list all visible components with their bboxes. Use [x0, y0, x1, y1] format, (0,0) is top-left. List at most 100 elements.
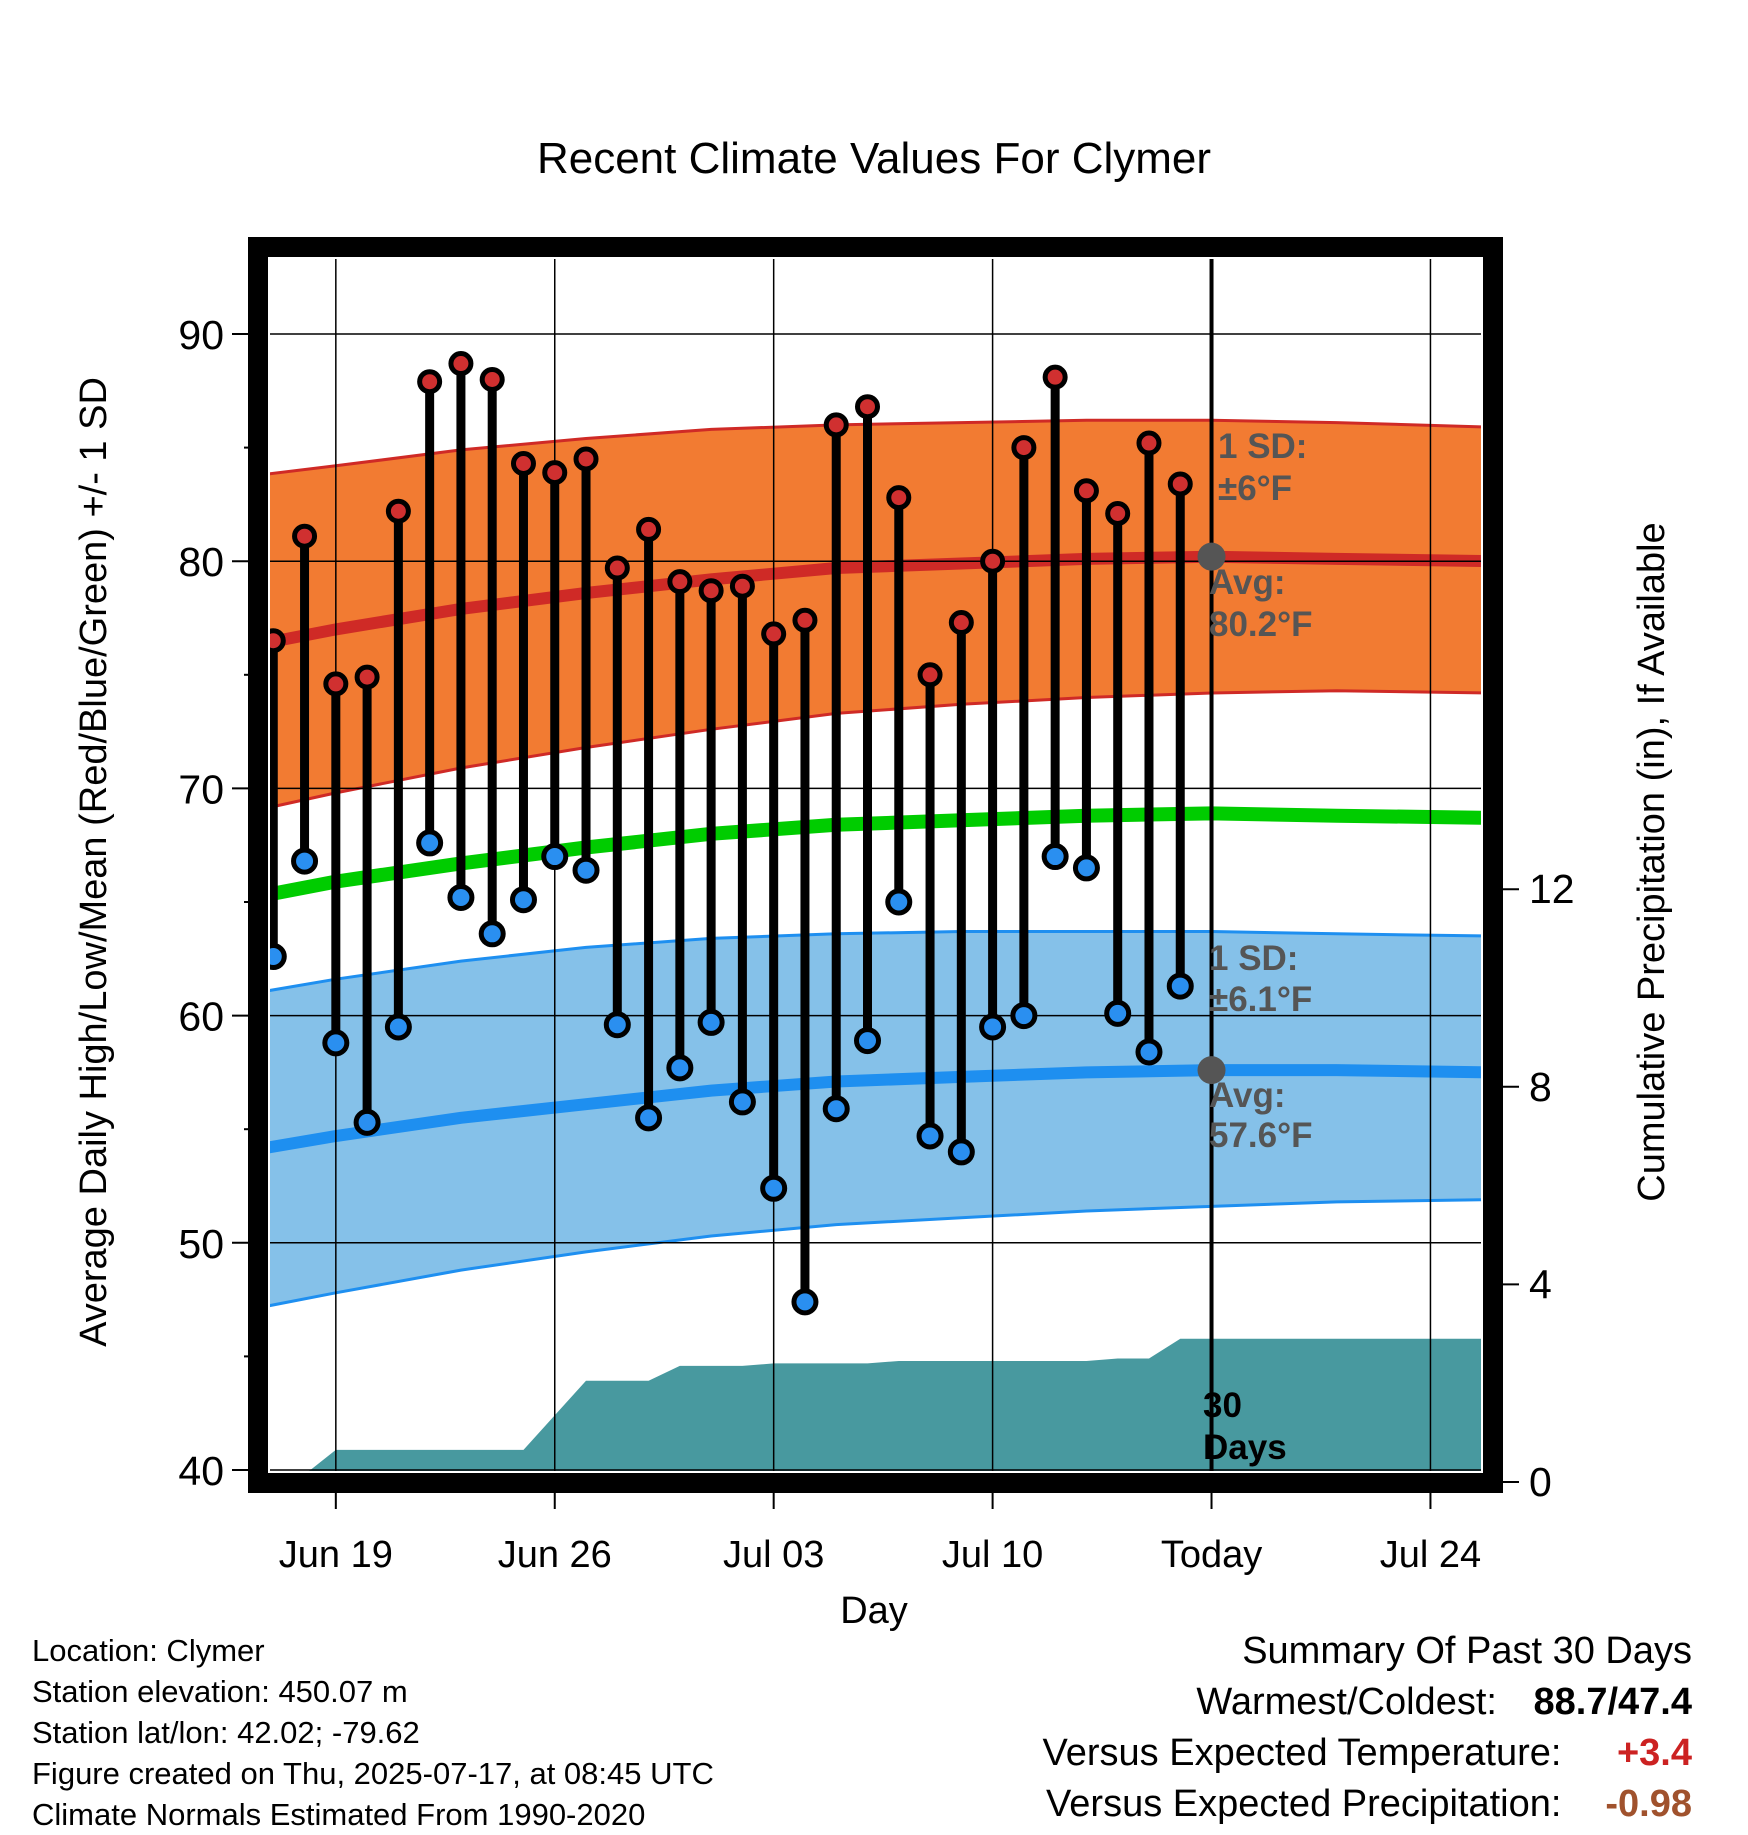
low-marker: [979, 1013, 1007, 1041]
normals-text: Climate Normals Estimated From 1990-2020: [32, 1797, 646, 1832]
low-marker: [635, 1104, 663, 1132]
high-avg-label: Avg:: [1209, 563, 1285, 602]
low-marker: [947, 1138, 975, 1166]
low-marker: [603, 1011, 631, 1039]
precip-value: -0.98: [1605, 1783, 1692, 1825]
low-marker: [322, 1029, 350, 1057]
high-marker: [1105, 500, 1131, 526]
low-marker: [791, 1288, 819, 1316]
high-marker: [917, 662, 943, 688]
x-tick-label: Jul 03: [723, 1534, 824, 1576]
low-marker: [1166, 972, 1194, 1000]
low-avg-value: 57.6°F: [1209, 1116, 1313, 1155]
high-marker: [573, 446, 599, 472]
high-marker: [667, 569, 693, 595]
low-marker: [854, 1027, 881, 1055]
high-marker: [886, 485, 912, 511]
high-marker: [823, 412, 849, 438]
high-marker: [1011, 435, 1037, 461]
high-marker: [479, 366, 505, 392]
low-marker: [916, 1122, 944, 1150]
low-marker: [666, 1054, 694, 1082]
precip-area: [309, 1338, 1481, 1471]
x-tick-label: Jul 10: [942, 1534, 1043, 1576]
summary-panel: Summary Of Past 30 Days Warmest/Coldest:…: [1043, 1626, 1692, 1830]
y-right-axis-title: Cumulative Precipitation (in), If Availa…: [1631, 522, 1673, 1201]
high-marker: [604, 555, 630, 581]
precip-row: Versus Expected Precipitation: -0.98: [1043, 1779, 1692, 1830]
low-marker: [822, 1095, 850, 1123]
low-marker: [447, 883, 475, 911]
high-marker: [1073, 478, 1099, 504]
low-marker: [1135, 1038, 1163, 1066]
y-right-tick-label: 12: [1529, 866, 1575, 912]
latlon-text: Station lat/lon: 42.02; -79.62: [32, 1715, 420, 1750]
y-left-tick-label: 50: [178, 1221, 224, 1267]
days-word-label: Days: [1203, 1428, 1287, 1467]
axes: 40 50 60 70 80 90 0 4 8 12 Jun 19 Jun 26 Jul 03 Jul 1…: [73, 237, 1673, 1632]
low-marker: [291, 847, 319, 875]
high-avg-value: 80.2°F: [1209, 605, 1313, 644]
high-marker: [729, 573, 755, 599]
location-text: Location: Clymer: [32, 1633, 265, 1668]
y-right-tick-label: 8: [1529, 1064, 1552, 1110]
chart-title: Recent Climate Values For Clymer: [537, 134, 1211, 183]
low-marker: [1041, 843, 1069, 871]
high-marker: [323, 671, 349, 697]
low-marker: [478, 920, 506, 948]
warm-cold-value: 88.7/47.4: [1533, 1681, 1692, 1723]
low-marker: [416, 829, 444, 857]
high-marker: [270, 628, 286, 654]
high-marker: [542, 460, 568, 486]
high-marker: [385, 498, 411, 524]
low-marker: [1010, 1002, 1038, 1030]
precip-label: Versus Expected Precipitation:: [1046, 1783, 1562, 1825]
high-marker: [636, 516, 662, 542]
high-marker: [980, 548, 1006, 574]
today-low-avg-dot: [1197, 1056, 1226, 1085]
x-tick-label: Jul 24: [1380, 1534, 1481, 1576]
low-marker: [728, 1088, 756, 1116]
x-tick-label: Jun 26: [498, 1534, 612, 1576]
high-marker: [1167, 471, 1193, 497]
high-marker: [510, 451, 536, 477]
low-marker: [509, 886, 537, 914]
y-left-tick-label: 90: [178, 312, 224, 358]
high-marker: [292, 523, 318, 549]
low-marker: [384, 1013, 412, 1041]
low-sd-label: 1 SD:: [1209, 939, 1298, 978]
high-marker: [1136, 430, 1162, 456]
high-marker: [417, 369, 443, 395]
high-marker: [698, 578, 724, 604]
low-marker: [572, 856, 600, 884]
low-marker: [885, 888, 913, 916]
warm-cold-row: Warmest/Coldest: 88.7/47.4: [1043, 1677, 1692, 1728]
y-left-tick-label: 40: [178, 1448, 224, 1494]
x-tick-label: Today: [1161, 1534, 1262, 1576]
high-marker: [948, 610, 974, 636]
high-marker: [792, 607, 818, 633]
y-right-tick-label: 0: [1529, 1459, 1552, 1505]
low-marker: [697, 1008, 725, 1036]
low-sd-value: ±6.1°F: [1209, 980, 1312, 1019]
high-marker: [761, 621, 787, 647]
station-info: Location: Clymer Station elevation: 450.…: [32, 1630, 714, 1835]
today-high-avg-dot: [1197, 542, 1226, 571]
high-marker: [1042, 364, 1068, 390]
days-count-label: 30: [1203, 1386, 1242, 1425]
y-left-tick-label: 70: [178, 766, 224, 812]
temp-row: Versus Expected Temperature: +3.4: [1043, 1728, 1692, 1779]
temp-label: Versus Expected Temperature:: [1042, 1732, 1562, 1774]
high-sd-value: ±6°F: [1218, 469, 1292, 508]
high-marker: [448, 351, 474, 377]
y-left-tick-label: 60: [178, 994, 224, 1040]
low-avg-label: Avg:: [1209, 1076, 1285, 1115]
high-marker: [354, 664, 380, 690]
plot-frame: [248, 237, 1503, 1493]
y-left-tick-label: 80: [178, 539, 224, 585]
low-sd-band: [270, 931, 1481, 1306]
high-marker: [855, 394, 880, 420]
